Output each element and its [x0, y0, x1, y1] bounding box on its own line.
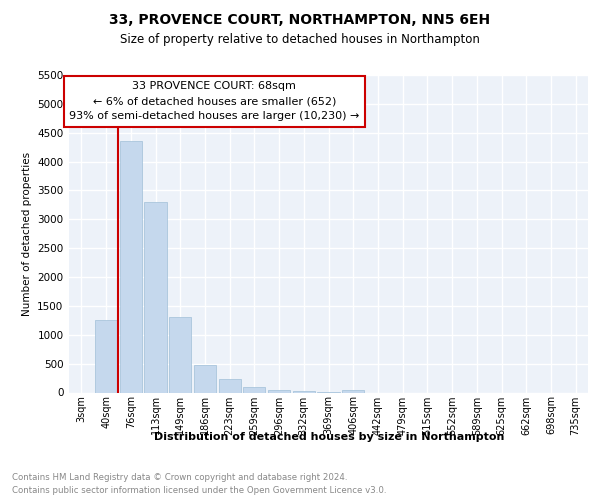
Bar	[145, 202, 167, 392]
Bar	[169, 318, 191, 392]
Text: 33 PROVENCE COURT: 68sqm
← 6% of detached houses are smaller (652)
93% of semi-d: 33 PROVENCE COURT: 68sqm ← 6% of detache…	[69, 82, 359, 121]
Bar	[194, 365, 216, 392]
Text: Contains public sector information licensed under the Open Government Licence v3: Contains public sector information licen…	[12, 486, 386, 495]
Text: Size of property relative to detached houses in Northampton: Size of property relative to detached ho…	[120, 32, 480, 46]
Bar	[218, 378, 241, 392]
Bar	[95, 320, 117, 392]
Bar	[342, 390, 364, 392]
Text: 33, PROVENCE COURT, NORTHAMPTON, NN5 6EH: 33, PROVENCE COURT, NORTHAMPTON, NN5 6EH	[109, 12, 491, 26]
Y-axis label: Number of detached properties: Number of detached properties	[22, 152, 32, 316]
Text: Contains HM Land Registry data © Crown copyright and database right 2024.: Contains HM Land Registry data © Crown c…	[12, 472, 347, 482]
Bar	[119, 142, 142, 392]
Bar	[268, 390, 290, 392]
Text: Distribution of detached houses by size in Northampton: Distribution of detached houses by size …	[154, 432, 504, 442]
Bar	[243, 386, 265, 392]
